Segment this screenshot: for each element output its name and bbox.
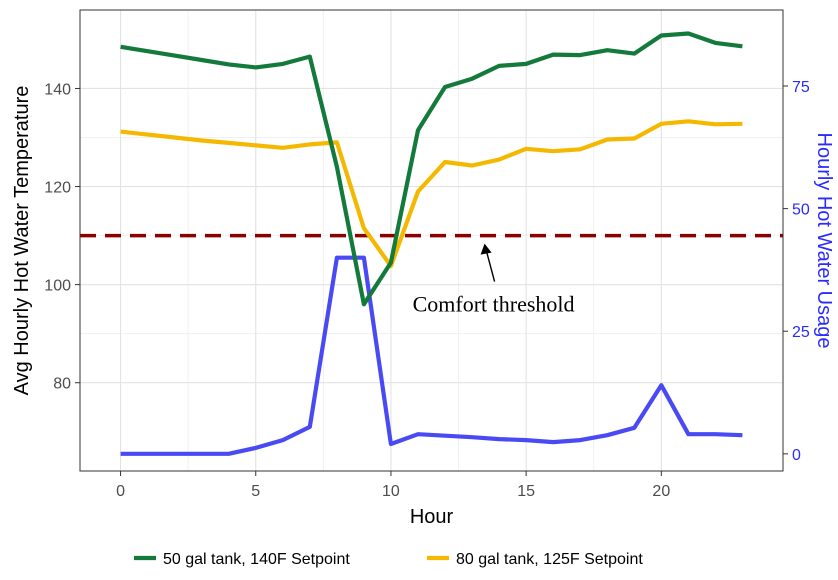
- left-y-tick-label: 120: [44, 180, 71, 197]
- left-y-axis-title: Avg Hourly Hot Water Temperature: [11, 86, 33, 396]
- x-tick-label: 0: [116, 483, 125, 500]
- right-y-axis-title: Hourly Hot Water Usage: [813, 133, 835, 349]
- right-y-tick-label: 75: [792, 79, 810, 96]
- right-y-tick-label: 50: [792, 202, 810, 219]
- series-line-3: [120, 255, 743, 456]
- left-y-tick-label: 100: [44, 278, 71, 295]
- left-y-tick-label: 140: [44, 81, 71, 98]
- legend-label-1: 50 gal tank, 140F Setpoint: [163, 551, 350, 568]
- annotation-text: Comfort threshold: [413, 292, 575, 317]
- right-y-tick-label: 0: [792, 447, 801, 464]
- grid-layer: [80, 10, 783, 471]
- x-axis-title: Hour: [410, 506, 454, 528]
- x-tick-label: 10: [382, 483, 400, 500]
- series-layer: [120, 31, 743, 456]
- axis-layer: 0 5 10 15 20 80 100 120 140 0 25 50 75: [44, 79, 810, 500]
- legend: 50 gal tank, 140F Setpoint 80 gal tank, 1…: [134, 551, 643, 568]
- legend-label-2: 80 gal tank, 125F Setpoint: [456, 551, 643, 568]
- x-tick-label: 20: [652, 483, 670, 500]
- left-y-tick-label: 80: [53, 376, 71, 393]
- annotation-arrowhead: [480, 243, 492, 255]
- series-line-2: [120, 119, 743, 269]
- x-tick-label: 5: [251, 483, 260, 500]
- annotation-layer: Comfort threshold: [413, 243, 575, 317]
- annotation-arrow: [485, 251, 496, 282]
- plot-panel-border: [79, 9, 784, 472]
- right-y-tick-label: 25: [792, 324, 810, 341]
- x-tick-label: 15: [517, 483, 535, 500]
- series-line-1: [120, 31, 743, 307]
